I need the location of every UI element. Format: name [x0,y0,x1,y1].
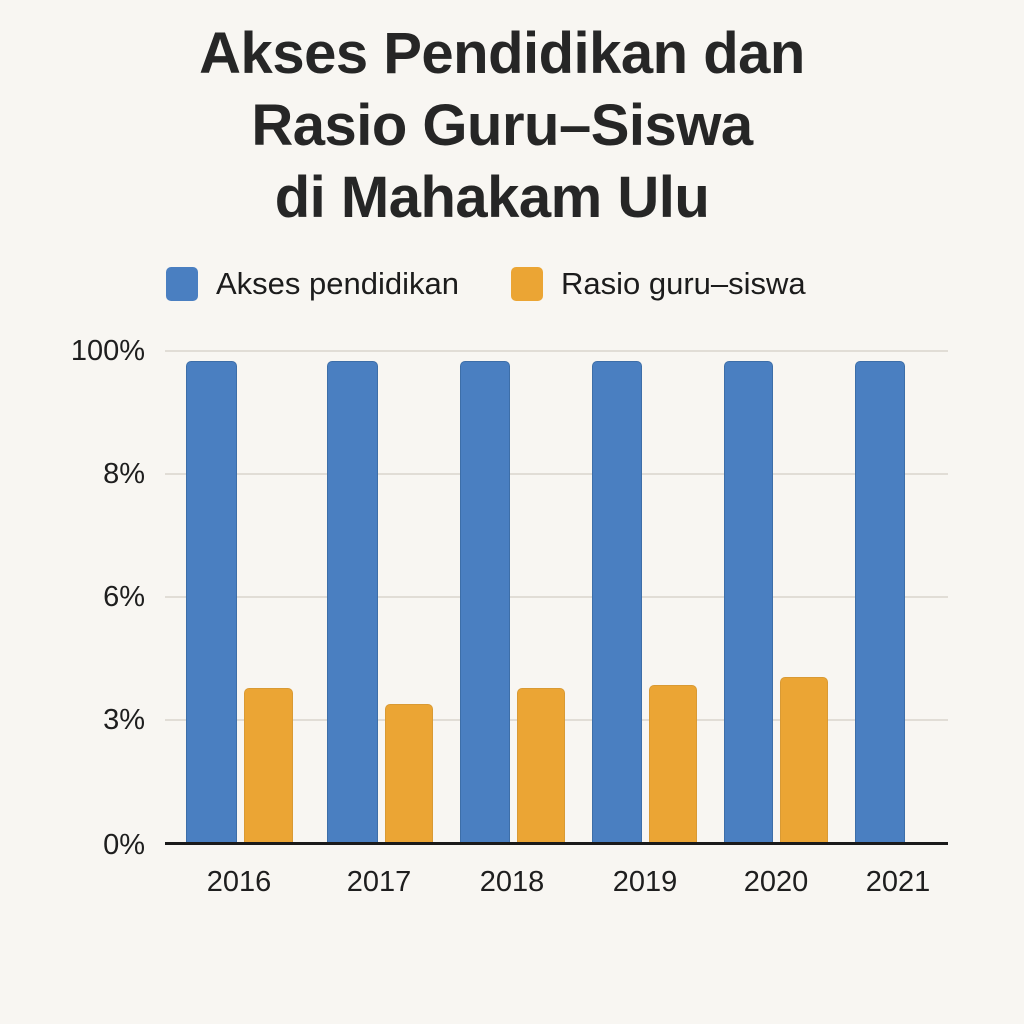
y-tick-0: 0% [103,829,145,861]
x-tick-2018: 2018 [479,866,545,898]
bar-rasio-2017 [385,704,433,843]
legend-label-akses: Akses pendidikan [216,266,459,301]
chart-legend: Akses pendidikan Rasio guru–siswa [166,262,858,306]
x-tick-2020: 2020 [743,866,809,898]
legend-swatch-blue-icon [166,267,198,301]
x-tick-2021: 2021 [865,866,931,898]
y-tick-3: 3% [103,704,145,736]
y-tick-100: 100% [70,335,145,367]
legend-label-rasio: Rasio guru–siswa [561,266,806,301]
gridline-100 [165,350,948,352]
chart-title-line-2: Rasio Guru–Siswa [251,93,753,158]
chart-title: Akses Pendidikan dan Rasio Guru–Siswa di… [0,18,1004,234]
bar-akses-2021 [855,361,905,843]
chart-title-line-3: di Mahakam Ulu [274,165,710,230]
legend-item-akses: Akses pendidikan [166,266,459,302]
x-tick-2017: 2017 [346,866,412,898]
legend-swatch-orange-icon [511,267,543,301]
x-tick-2019: 2019 [612,866,678,898]
gridline-8 [165,473,948,475]
chart-title-line-1: Akses Pendidikan dan [199,21,805,86]
x-axis-line [165,842,948,845]
bar-akses-2016 [186,361,237,843]
bar-akses-2020 [724,361,773,843]
legend-item-rasio: Rasio guru–siswa [511,266,806,302]
y-tick-8: 8% [103,458,145,490]
bar-rasio-2020 [780,677,828,843]
bar-akses-2017 [327,361,378,843]
x-tick-2016: 2016 [206,866,272,898]
y-tick-6: 6% [103,581,145,613]
bar-rasio-2019 [649,685,697,843]
bar-rasio-2016 [244,688,293,843]
bar-akses-2018 [460,361,510,843]
bar-rasio-2018 [517,688,565,843]
bar-akses-2019 [592,361,642,843]
gridline-6 [165,596,948,598]
